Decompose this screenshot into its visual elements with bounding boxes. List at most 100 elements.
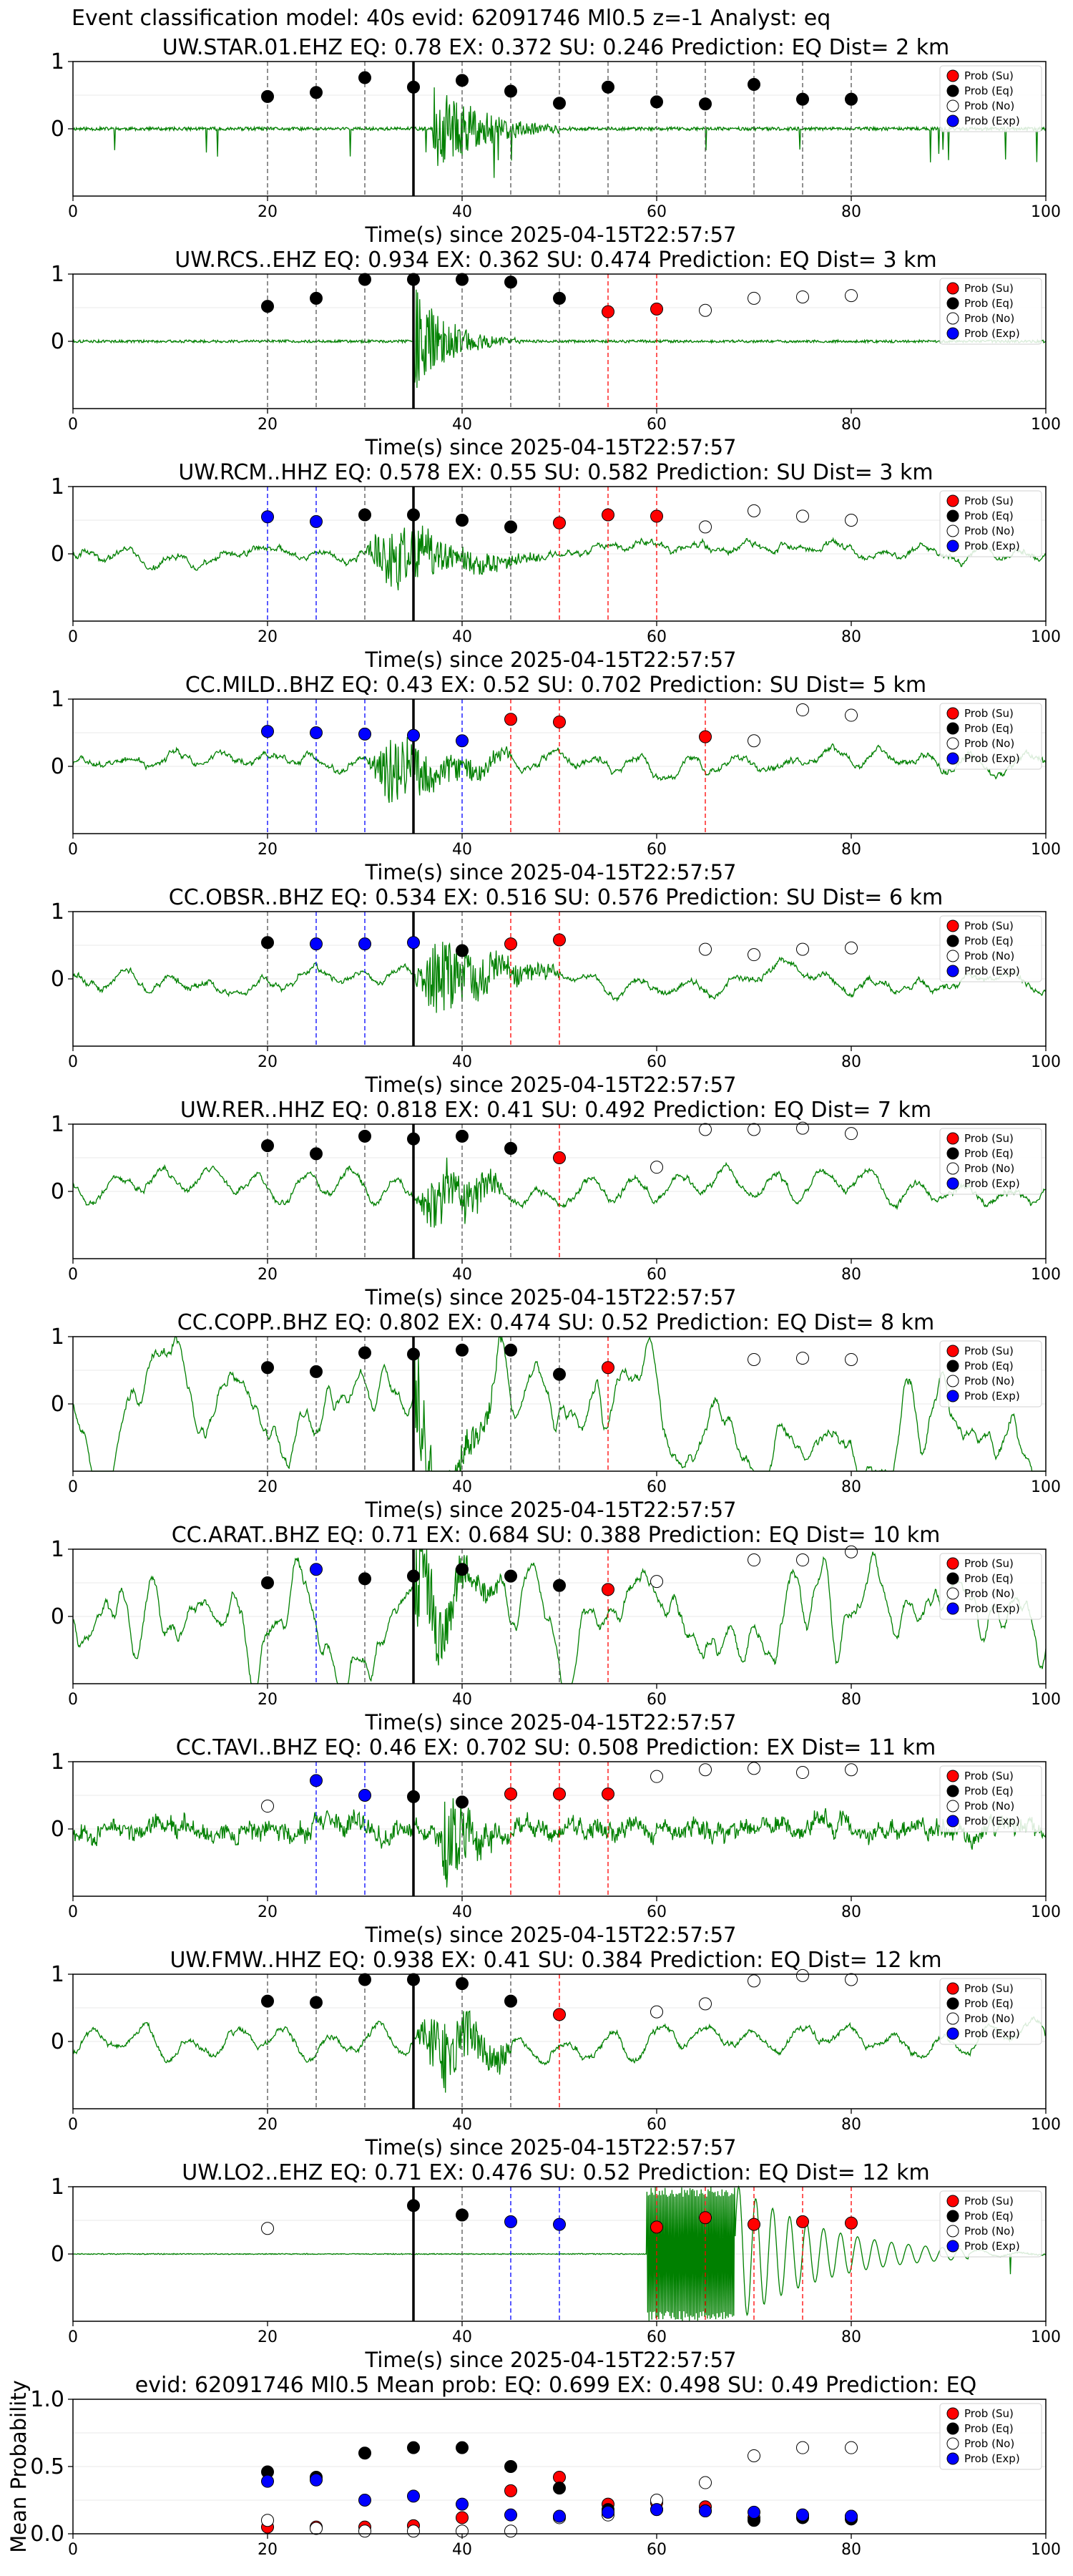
prob-point-exp [358, 1789, 371, 1802]
mean-prob-point-su [553, 2471, 566, 2484]
legend-box [939, 1128, 1042, 1195]
x-axis-label: Time(s) since 2025-04-15T22:57:57 [365, 1285, 737, 1309]
legend-marker-no [946, 1162, 959, 1175]
prob-point-eq [553, 1367, 566, 1381]
x-tick-label: 100 [1031, 628, 1061, 646]
prob-point-su [553, 933, 566, 947]
legend-label-exp: Prob (Exp) [964, 1390, 1020, 1402]
x-tick-label: 60 [647, 1691, 667, 1709]
mean-prob-point-exp [602, 2505, 614, 2519]
y-tick-label: 1 [51, 687, 64, 712]
panel-11: UW.LO2..EHZ EQ: 0.71 EX: 0.476 SU: 0.52 … [51, 2160, 1061, 2372]
y-tick-label: 1 [51, 1537, 64, 1562]
prob-point-eq [456, 1343, 469, 1357]
legend-marker-eq [946, 722, 959, 735]
y-tick-label: 0 [51, 967, 64, 992]
mean-prob-point-eq [553, 2482, 566, 2495]
prob-point-exp [310, 1774, 323, 1787]
prob-point-su [845, 2216, 858, 2230]
legend-marker-exp [946, 2027, 959, 2040]
prob-point-no [699, 942, 712, 956]
x-tick-label: 80 [841, 2541, 861, 2559]
prob-point-exp [407, 728, 420, 742]
y-tick-label: 0 [51, 1604, 64, 1629]
legend-label-no: Prob (No) [964, 1800, 1014, 1813]
legend-marker-su [946, 1132, 959, 1145]
legend-marker-eq [946, 2422, 959, 2435]
panel-title: CC.ARAT..BHZ EQ: 0.71 EX: 0.684 SU: 0.38… [172, 1523, 941, 1548]
y-tick-label: 1 [51, 1112, 64, 1137]
legend-label-su: Prob (Su) [964, 1345, 1014, 1357]
prob-point-no [650, 1575, 663, 1589]
prob-point-eq [310, 1996, 323, 2009]
legend-marker-eq [946, 1997, 959, 2010]
legend-marker-eq [946, 935, 959, 947]
prob-point-eq [456, 1977, 469, 1991]
x-tick-label: 60 [647, 2541, 667, 2559]
panel-7: CC.COPP..BHZ EQ: 0.802 EX: 0.474 SU: 0.5… [51, 1310, 1061, 1522]
prob-point-no [845, 1545, 858, 1558]
mean-prob-point-exp [796, 2508, 809, 2522]
prob-point-exp [504, 2215, 517, 2228]
prob-point-eq [261, 1139, 274, 1153]
legend-label-no: Prob (No) [964, 950, 1014, 962]
legend-marker-exp [946, 1177, 959, 1190]
panel-title: UW.LO2..EHZ EQ: 0.71 EX: 0.476 SU: 0.52 … [182, 2160, 929, 2185]
legend-marker-exp [946, 965, 959, 977]
prob-point-eq [407, 508, 420, 522]
x-tick-label: 100 [1031, 1053, 1061, 1071]
legend-marker-su [946, 1770, 959, 1782]
prob-point-eq [748, 77, 760, 91]
legend-marker-su [946, 1982, 959, 1995]
x-tick-label: 20 [258, 416, 278, 434]
prob-point-exp [261, 510, 274, 524]
x-tick-label: 20 [258, 1691, 278, 1709]
x-tick-label: 60 [647, 2116, 667, 2134]
panel-title: UW.RER..HHZ EQ: 0.818 EX: 0.41 SU: 0.492… [180, 1098, 931, 1123]
x-tick-label: 100 [1031, 841, 1061, 859]
legend-label-no: Prob (No) [964, 1375, 1014, 1387]
prob-point-exp [310, 1563, 323, 1576]
mean-prob-point-exp [407, 2489, 420, 2503]
x-axis-label: Time(s) since 2025-04-15T22:57:57 [365, 435, 737, 459]
prob-point-eq [261, 1361, 274, 1375]
legend-marker-su [946, 707, 959, 720]
prob-point-su [504, 1787, 517, 1801]
legend-box [939, 1340, 1042, 1407]
figure-title: Event classification model: 40s evid: 62… [72, 6, 831, 31]
x-tick-label: 40 [452, 628, 472, 646]
prob-point-eq [456, 1129, 469, 1143]
legend-label-eq: Prob (Eq) [964, 509, 1014, 522]
prob-point-su [504, 937, 517, 951]
prob-point-no [699, 303, 712, 317]
prob-point-exp [456, 734, 469, 748]
x-tick-label: 0 [68, 1266, 78, 1284]
x-tick-label: 40 [452, 203, 472, 221]
panel-title: CC.TAVI..BHZ EQ: 0.46 EX: 0.702 SU: 0.50… [176, 1735, 936, 1760]
prob-point-eq [456, 1795, 469, 1809]
legend-label-no: Prob (No) [964, 2225, 1014, 2238]
prob-point-no [748, 1974, 760, 1988]
legend-label-no: Prob (No) [964, 2437, 1014, 2450]
prob-point-no [845, 1127, 858, 1141]
y-tick-label: 0 [51, 2029, 64, 2054]
x-tick-label: 80 [841, 1478, 861, 1496]
y-tick-label: 1 [51, 2175, 64, 2200]
x-tick-label: 40 [452, 1478, 472, 1496]
legend-marker-exp [946, 1390, 959, 1402]
mean-prob-point-no [796, 2441, 809, 2454]
legend-box [939, 65, 1042, 132]
x-tick-label: 20 [258, 2116, 278, 2134]
prob-point-eq [504, 1994, 517, 2008]
x-tick-label: 80 [841, 1903, 861, 1921]
legend-label-su: Prob (Su) [964, 2407, 1014, 2420]
prob-point-no [796, 942, 809, 956]
prob-point-eq [407, 1790, 420, 1803]
prob-point-no [748, 1352, 760, 1366]
legend-label-su: Prob (Su) [964, 494, 1014, 507]
prob-point-eq [456, 74, 469, 87]
prob-point-su [650, 2220, 663, 2234]
prob-point-eq [358, 1973, 371, 1986]
mean-prob-point-no [845, 2441, 858, 2454]
prob-point-su [553, 516, 566, 530]
